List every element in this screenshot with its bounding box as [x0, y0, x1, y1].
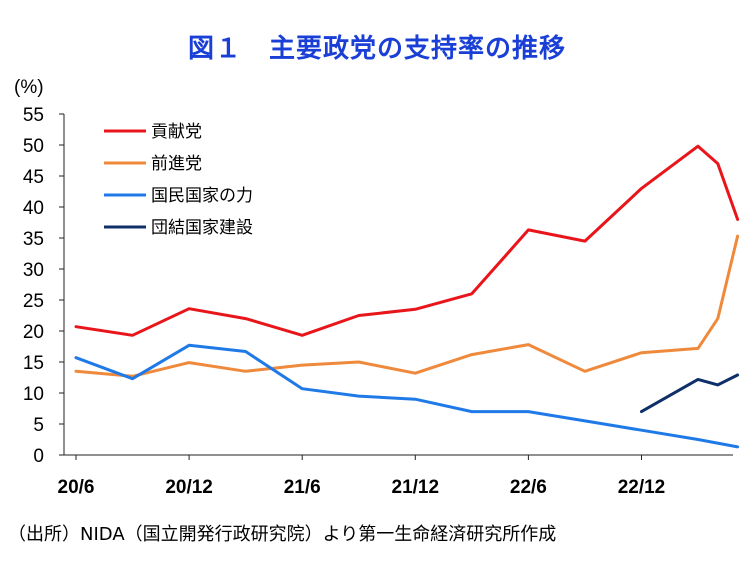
- axes: (%) 0 5 10 15 20 25 30 35 40 45 50 55 20/6 20/12 21/6 21…: [14, 77, 733, 498]
- y-tick-label: 15: [23, 353, 44, 374]
- chart-title: 図１ 主要政党の支持率の推移: [187, 34, 566, 64]
- x-tick-label: 20/12: [165, 477, 213, 498]
- x-tick-label: 21/6: [284, 477, 321, 498]
- y-tick-label: 0: [33, 446, 44, 467]
- series-lines: [74, 144, 740, 449]
- y-tick-label: 35: [23, 229, 44, 250]
- legend-label: 団結国家建設: [151, 218, 253, 238]
- series-line-国民国家の力: [74, 343, 740, 449]
- y-tick-label: 25: [23, 291, 44, 312]
- series-line-団結国家建設: [640, 373, 740, 414]
- x-tick-label: 21/12: [392, 477, 440, 498]
- y-tick-label: 10: [23, 384, 44, 405]
- legend-label: 貢献党: [151, 122, 202, 142]
- legend-label: 国民国家の力: [151, 186, 253, 206]
- y-tick-label: 5: [33, 415, 44, 436]
- y-tick-label: 55: [23, 105, 44, 126]
- series-line-貢献党: [74, 144, 740, 337]
- x-tick-label: 22/6: [510, 477, 547, 498]
- y-tick-label: 30: [23, 260, 44, 281]
- legend-label: 前進党: [151, 154, 202, 174]
- x-tick-label: 22/12: [618, 477, 666, 498]
- y-tick-label: 20: [23, 322, 44, 343]
- y-tick-label: 40: [23, 198, 44, 219]
- source-note: （出所）NIDA（国立開発行政研究院）より第一生命経済研究所作成: [8, 524, 557, 545]
- y-tick-label: 50: [23, 136, 44, 157]
- series-line-前進党: [74, 234, 740, 378]
- y-tick-label: 45: [23, 167, 44, 188]
- y-axis-unit-label: (%): [14, 77, 44, 98]
- x-tick-label: 20/6: [58, 477, 95, 498]
